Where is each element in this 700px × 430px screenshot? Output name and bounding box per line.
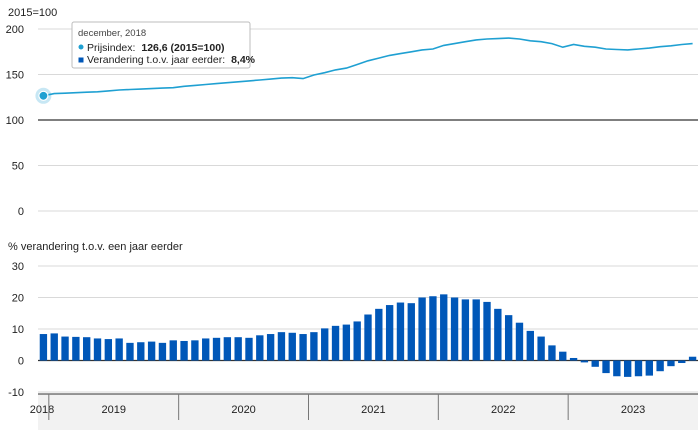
- bar-2018-12[interactable]: [39, 334, 48, 361]
- bar-2021-02[interactable]: [321, 328, 329, 361]
- bar-2021-03[interactable]: [331, 325, 340, 361]
- x-year-label-2023: 2023: [621, 404, 645, 416]
- bar-2023-03[interactable]: [591, 360, 599, 367]
- x-year-label-2021: 2021: [361, 404, 385, 416]
- bar-2020-11[interactable]: [288, 332, 296, 361]
- bar-2022-07[interactable]: [504, 315, 513, 361]
- x-year-label-2020: 2020: [231, 404, 255, 416]
- tooltip-line2-value: 8,4%: [231, 54, 256, 66]
- bar-2020-07[interactable]: [245, 337, 253, 361]
- bar-2023-08[interactable]: [645, 360, 653, 376]
- hover-marker-point: [38, 90, 49, 101]
- bar-2019-03[interactable]: [72, 336, 80, 361]
- tooltip-box: [71, 21, 251, 69]
- bar-2022-12[interactable]: [559, 351, 567, 361]
- bottom-y-tick-30: 30: [12, 261, 24, 273]
- bar-2019-06[interactable]: [104, 339, 113, 361]
- bar-2019-09[interactable]: [137, 342, 145, 361]
- bar-2023-12[interactable]: [688, 356, 697, 361]
- top-y-tick-200: 200: [6, 24, 24, 36]
- bar-2021-11[interactable]: [418, 297, 426, 361]
- bar-2023-05[interactable]: [613, 360, 621, 377]
- bar-2022-11[interactable]: [548, 345, 556, 361]
- bottom-y-tick-10: 10: [12, 324, 24, 336]
- bar-2021-08[interactable]: [385, 305, 394, 361]
- bar-2019-04[interactable]: [83, 337, 91, 361]
- top-y-tick-0: 0: [18, 206, 24, 218]
- bar-2021-05[interactable]: [353, 321, 361, 361]
- bar-2022-05[interactable]: [483, 301, 491, 361]
- x-axis-navigator[interactable]: [38, 394, 698, 430]
- bar-2022-09[interactable]: [526, 330, 534, 361]
- bar-2019-05[interactable]: [93, 338, 102, 361]
- bottom-y-tick-0: 0: [18, 356, 24, 368]
- bottom-y-tick--10: -10: [8, 387, 24, 399]
- price-index-line: [43, 37, 693, 97]
- tooltip-line1-label: Prijsindex:: [87, 42, 135, 54]
- bar-2023-10[interactable]: [667, 360, 675, 367]
- bar-2023-06[interactable]: [623, 360, 632, 377]
- svg-text:Prijsindex: 126,6 (2015=: Prijsindex: 126,6 (2015=100): [87, 42, 225, 54]
- bar-2020-10[interactable]: [277, 332, 286, 361]
- bottom-chart-title: % verandering t.o.v. een jaar eerder: [8, 241, 183, 253]
- bar-2022-03[interactable]: [461, 299, 470, 361]
- bar-2022-01[interactable]: [440, 294, 448, 361]
- bar-2021-09[interactable]: [396, 302, 405, 361]
- bar-2023-04[interactable]: [602, 360, 610, 374]
- top-chart-y-tick-labels: 0 50 100 150 200: [6, 24, 24, 218]
- bar-2020-12[interactable]: [299, 334, 307, 361]
- tooltip-line2-label: Verandering t.o.v. jaar eerder:: [87, 54, 225, 66]
- bar-2021-04[interactable]: [342, 324, 351, 361]
- bar-2020-09[interactable]: [266, 334, 275, 361]
- bar-2023-11[interactable]: [678, 360, 686, 364]
- bar-2020-02[interactable]: [191, 340, 199, 361]
- bar-2023-02[interactable]: [580, 360, 589, 363]
- bar-2020-01[interactable]: [180, 340, 188, 361]
- tooltip: december, 2018 Prijsindex: 126,6 (2015=1…: [71, 21, 256, 69]
- bar-2022-10[interactable]: [537, 336, 545, 361]
- bar-2023-07[interactable]: [634, 360, 643, 377]
- tooltip-line-swatch: [78, 44, 84, 50]
- bar-2022-08[interactable]: [515, 322, 524, 361]
- bar-2020-05[interactable]: [223, 337, 232, 361]
- x-year-label-2019: 2019: [101, 404, 125, 416]
- bar-2019-12[interactable]: [169, 340, 177, 361]
- x-axis-year-labels: 2018 2019 2020 2021 2022 2023: [30, 394, 645, 420]
- bar-2021-07[interactable]: [375, 308, 383, 361]
- svg-text:Verandering t.o.v. jaar eerder: Verandering t.o.v. jaar eerder: 8,4%: [87, 54, 256, 66]
- top-y-tick-150: 150: [6, 70, 24, 82]
- bar-2020-06[interactable]: [234, 337, 242, 361]
- bar-2020-08[interactable]: [256, 335, 264, 361]
- top-y-tick-100: 100: [6, 115, 24, 127]
- bottom-y-tick-20: 20: [12, 293, 24, 305]
- bar-2019-11[interactable]: [158, 342, 167, 361]
- top-y-tick-50: 50: [12, 161, 24, 173]
- bottom-chart-y-tick-labels: -10 0 10 20 30: [8, 261, 24, 399]
- bar-2021-01[interactable]: [310, 332, 318, 361]
- bar-2019-01[interactable]: [50, 333, 58, 361]
- bar-2019-08[interactable]: [126, 342, 134, 361]
- bar-2021-12[interactable]: [429, 296, 437, 361]
- change-bars: [39, 294, 697, 377]
- bar-2019-07[interactable]: [115, 338, 123, 361]
- tooltip-title: december, 2018: [78, 28, 146, 39]
- x-year-label-2018: 2018: [30, 404, 54, 416]
- bar-2020-04[interactable]: [212, 337, 221, 361]
- x-year-label-2022: 2022: [491, 404, 515, 416]
- bar-2022-02[interactable]: [450, 297, 459, 361]
- bar-2019-10[interactable]: [147, 341, 156, 361]
- bar-2023-01[interactable]: [569, 357, 578, 361]
- bar-2020-03[interactable]: [202, 338, 210, 361]
- bar-2022-04[interactable]: [472, 299, 480, 361]
- bar-2021-06[interactable]: [364, 314, 372, 361]
- tooltip-line1-value: 126,6 (2015=100): [141, 42, 224, 54]
- bar-2022-06[interactable]: [494, 308, 502, 361]
- top-chart-title: 2015=100: [8, 7, 57, 19]
- bar-2021-10[interactable]: [407, 303, 415, 361]
- tooltip-bar-swatch: [78, 57, 84, 63]
- bar-2019-02[interactable]: [61, 336, 69, 361]
- hover-marker: [35, 87, 52, 104]
- bar-2023-09[interactable]: [656, 360, 664, 372]
